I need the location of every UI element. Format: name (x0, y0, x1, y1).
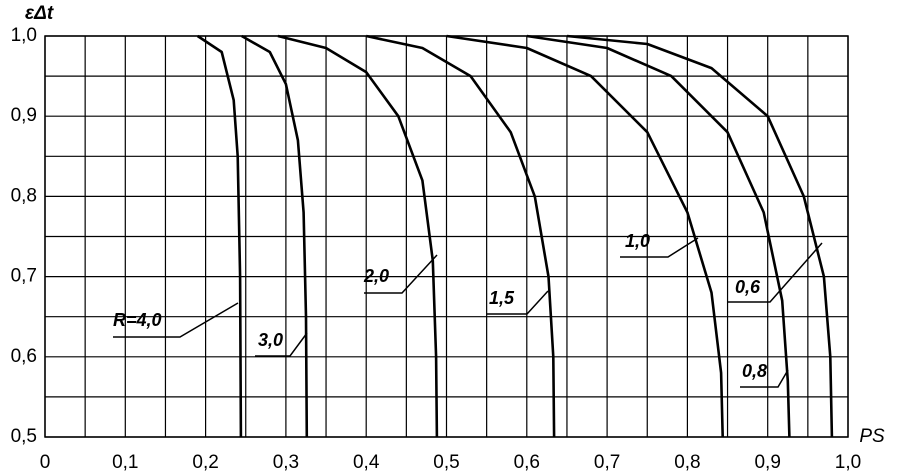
x-tick-label: 0,5 (433, 452, 459, 473)
x-tick-label: 0 (40, 452, 51, 473)
y-tick-label: 0,7 (11, 266, 37, 287)
y-axis-label: εΔt (25, 3, 54, 24)
curve-label: 0,6 (735, 277, 761, 297)
curve (277, 34, 439, 438)
curve-label: R=4,0 (113, 310, 162, 330)
x-tick-label: 0,6 (514, 452, 540, 473)
curve (446, 34, 724, 438)
leader-line (728, 242, 823, 303)
curve (566, 34, 834, 438)
curve-label: 1,0 (625, 231, 650, 251)
curve (365, 34, 556, 438)
leader-line (740, 369, 789, 388)
curve (196, 34, 243, 438)
x-tick-label: 0,8 (674, 452, 700, 473)
y-tick-label: 0,5 (11, 426, 37, 447)
curve-label: 2,0 (363, 266, 389, 286)
curve (526, 34, 791, 438)
x-tick-label: 0,9 (754, 452, 780, 473)
y-tick-label: 0,6 (11, 346, 37, 367)
curve-label: 3,0 (258, 330, 283, 350)
y-tick-label: 0,9 (11, 105, 37, 126)
curve-label: 0,8 (742, 361, 767, 381)
x-tick-label: 0,4 (353, 452, 380, 473)
x-axis-label: PS (859, 426, 885, 447)
x-tick-label: 0,2 (192, 452, 218, 473)
leader-line (364, 254, 438, 294)
leader-line (487, 290, 549, 315)
curve-label: 1,5 (489, 288, 515, 308)
leader-line (113, 302, 239, 338)
x-tick-label: 0,3 (273, 452, 299, 473)
y-tick-label: 0,8 (11, 185, 37, 206)
curve (241, 34, 309, 438)
y-tick-label: 1,0 (11, 25, 37, 46)
x-tick-label: 0,7 (594, 452, 620, 473)
x-tick-label: 0,1 (112, 452, 138, 473)
leader-line (620, 237, 699, 258)
x-tick-label: 1,0 (835, 452, 861, 473)
leader-line (255, 332, 308, 357)
